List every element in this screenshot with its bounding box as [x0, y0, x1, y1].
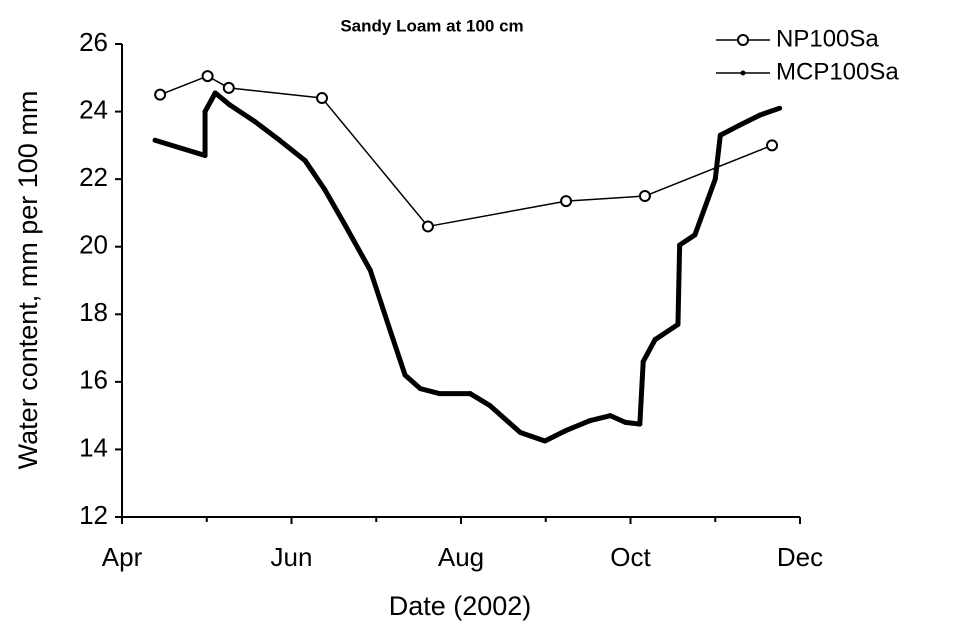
point [740, 70, 746, 76]
point [322, 186, 328, 192]
point [622, 419, 628, 425]
point [467, 391, 473, 397]
legend-label: MCP100Sa [776, 58, 899, 85]
point [277, 137, 283, 143]
point [638, 190, 651, 203]
point [717, 132, 723, 138]
x-tick-label: Dec [777, 542, 823, 572]
point [677, 242, 683, 248]
point [640, 359, 646, 365]
point [417, 386, 423, 392]
point [517, 430, 523, 436]
point [202, 109, 208, 115]
point [757, 112, 763, 118]
point [202, 152, 208, 158]
y-tick-label: 18 [79, 297, 108, 327]
point [421, 220, 434, 233]
y-tick-label: 20 [79, 230, 108, 260]
x-tick-label: Jun [271, 542, 313, 572]
point [152, 137, 158, 143]
point [387, 326, 393, 332]
point [712, 176, 718, 182]
point [560, 195, 573, 208]
point [437, 391, 443, 397]
x-tick-label: Oct [610, 542, 651, 572]
point [692, 232, 698, 238]
point [637, 421, 643, 427]
point [542, 438, 548, 444]
point [607, 413, 613, 419]
legend-label: NP100Sa [776, 25, 879, 52]
point [342, 222, 348, 228]
point [227, 102, 233, 108]
point [766, 139, 779, 152]
y-tick-label: 22 [79, 162, 108, 192]
x-tick-label: Aug [438, 542, 484, 572]
point [201, 70, 214, 83]
point [252, 119, 258, 125]
point [302, 158, 308, 164]
series-line [159, 75, 773, 228]
point [562, 428, 568, 434]
point [367, 267, 373, 273]
point [402, 372, 408, 378]
y-axis-label: Water content, mm per 100 mm [13, 91, 43, 470]
point [222, 81, 235, 94]
point [675, 321, 681, 327]
point [154, 88, 167, 101]
y-tick-label: 16 [79, 365, 108, 395]
point [737, 34, 749, 46]
point [212, 90, 218, 96]
y-tick-label: 14 [79, 432, 108, 462]
y-tick-label: 12 [79, 500, 108, 530]
x-axis-label: Date (2002) [389, 591, 532, 621]
series-line [154, 90, 781, 444]
x-tick-label: Apr [102, 542, 143, 572]
point [777, 105, 783, 111]
point [737, 122, 743, 128]
point [652, 337, 658, 343]
y-tick-label: 26 [79, 27, 108, 57]
chart-title: Sandy Loam at 100 cm [340, 16, 523, 35]
y-tick-label: 24 [79, 94, 108, 124]
point [316, 92, 329, 105]
point [587, 418, 593, 424]
point [487, 403, 493, 409]
